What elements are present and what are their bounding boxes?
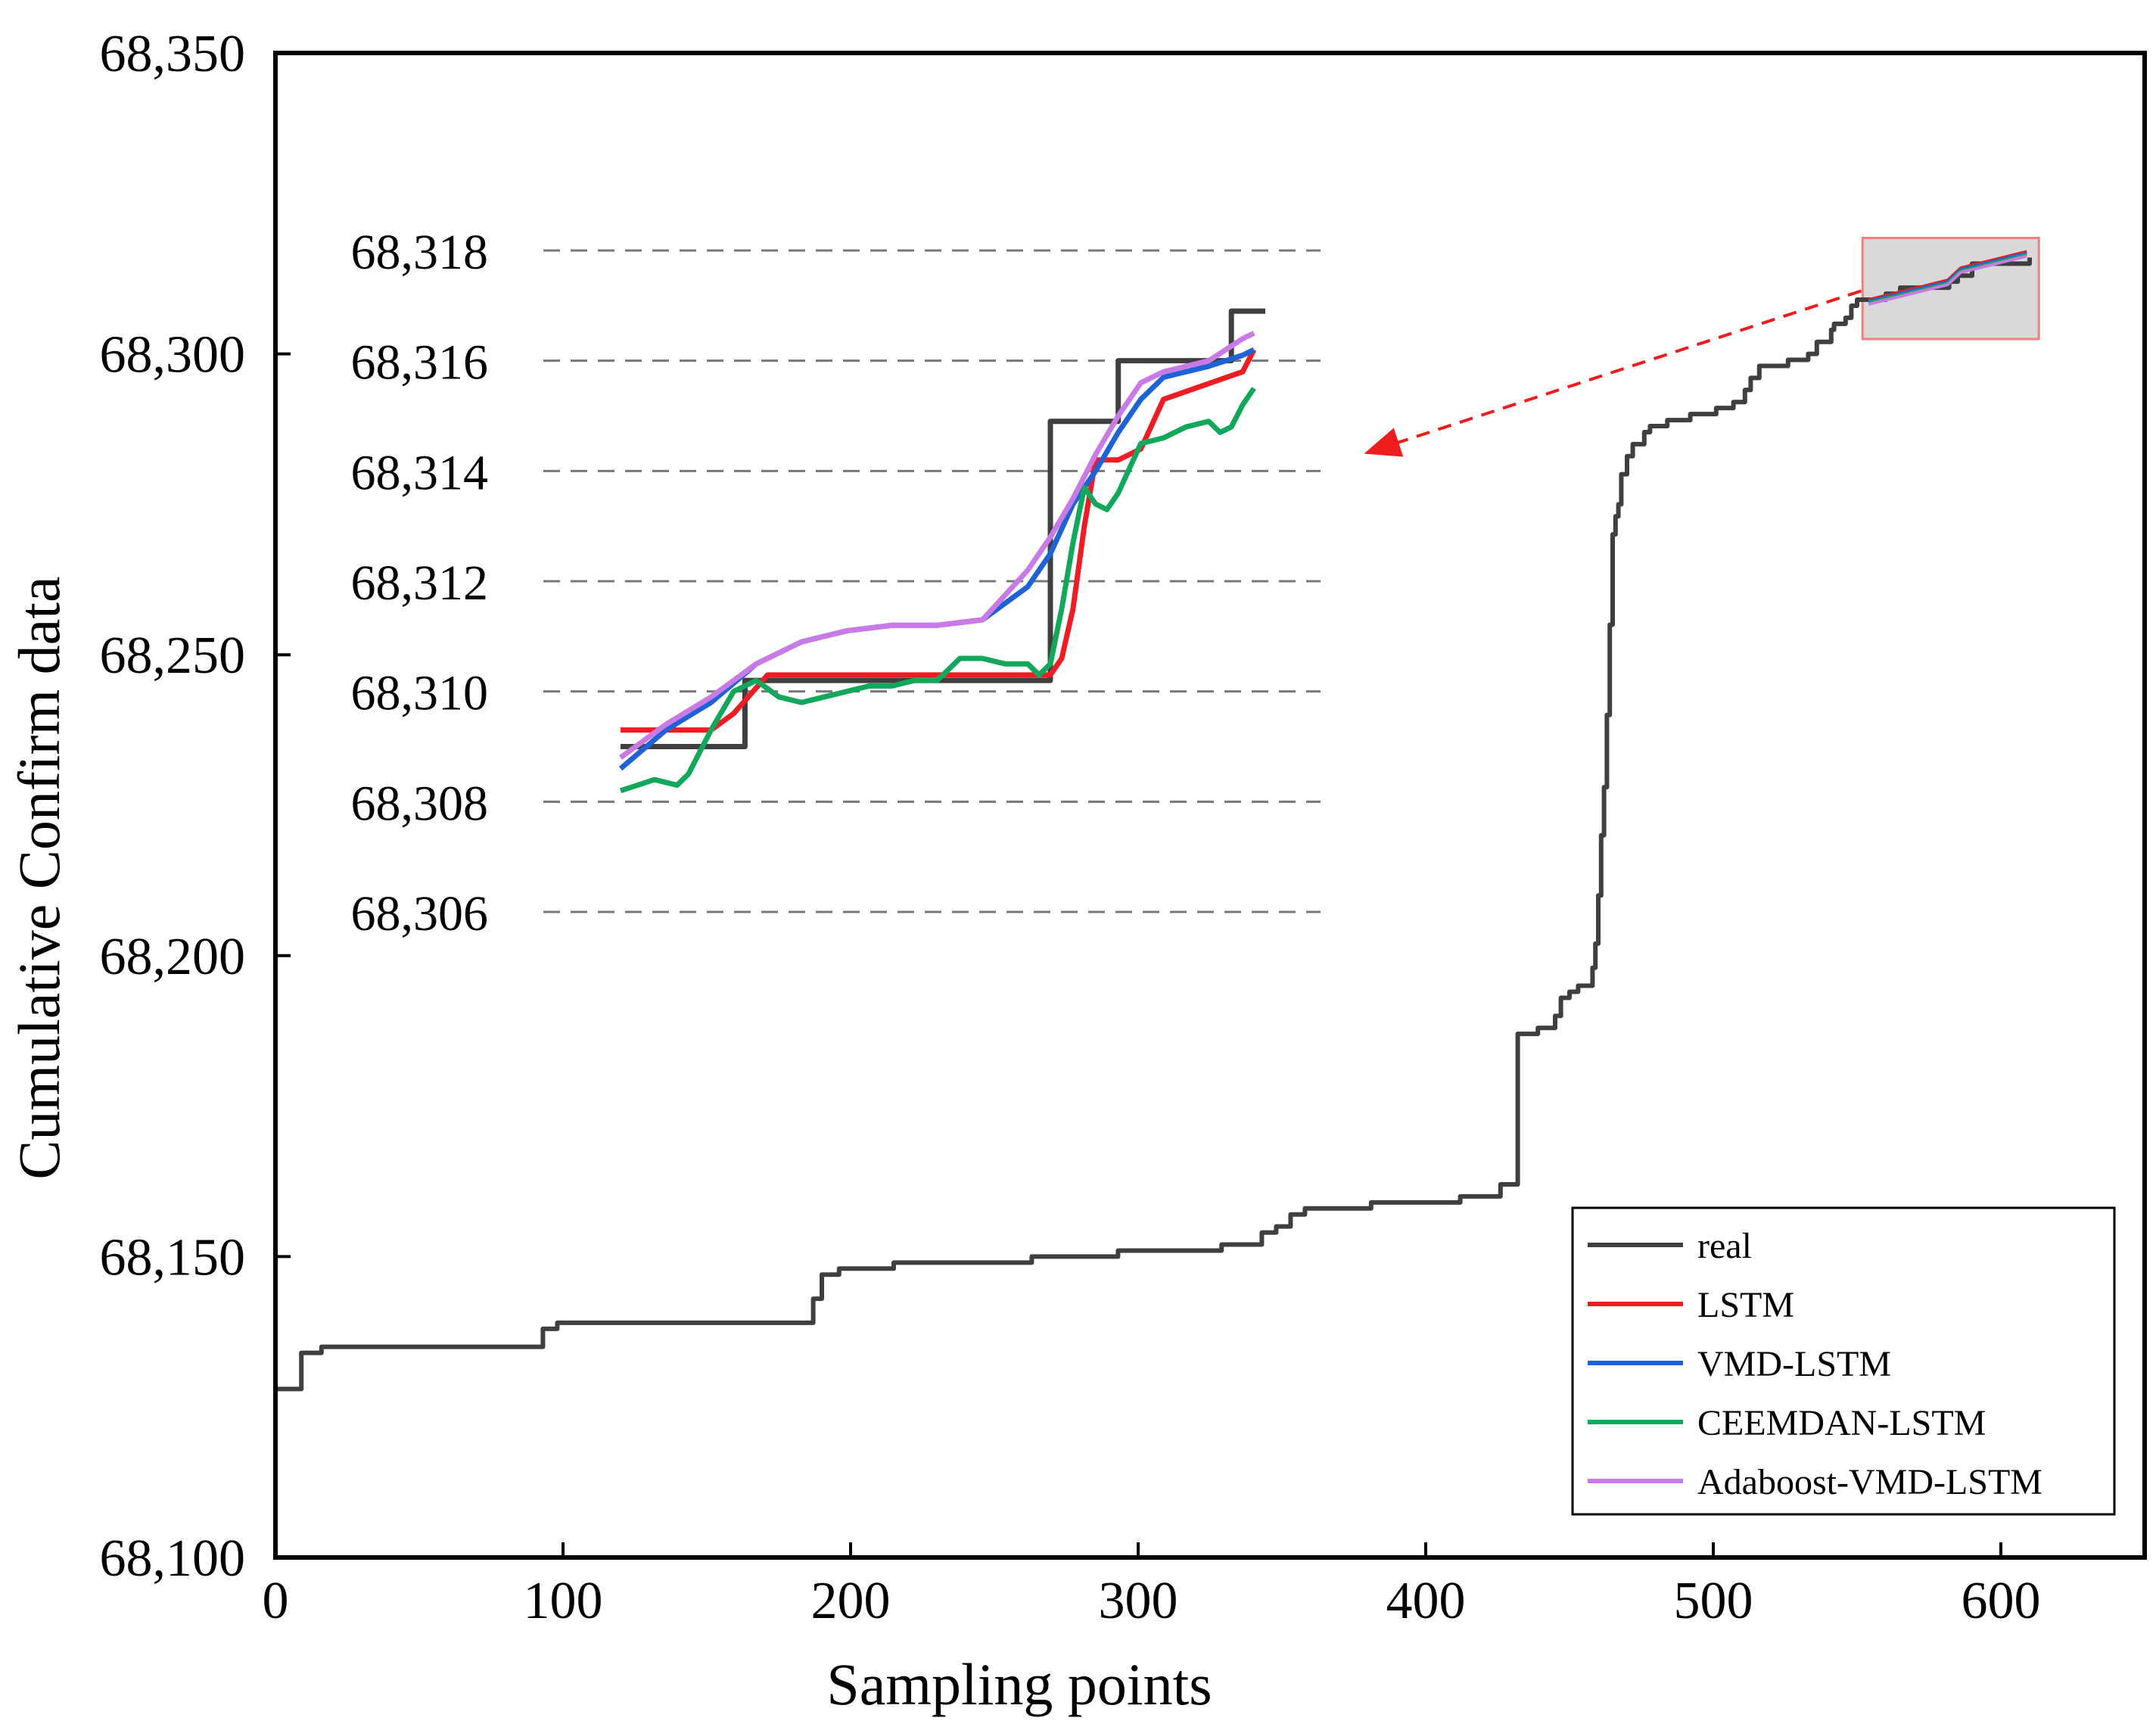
zoom-arrow (1364, 289, 1862, 457)
inset-series-line-lstm (621, 348, 1257, 733)
inset-y-tick-label: 68,318 (351, 225, 489, 280)
inset-series-line-real (621, 308, 1265, 749)
x-tick-label: 500 (1674, 1572, 1753, 1630)
x-tick-label: 300 (1099, 1572, 1178, 1630)
inset-series-line-adaboost-vmd-lstm (618, 331, 1255, 760)
axis-ticks: 0 100 200 300 400 500 600 68,100 68,150 68,200 68,… (100, 25, 2041, 1630)
x-tick-label: 0 (263, 1572, 289, 1630)
legend-label-ceemdan-lstm: CEEMDAN-LSTM (1697, 1403, 1986, 1443)
legend-label-lstm: LSTM (1697, 1285, 1794, 1325)
y-tick-label: 68,350 (100, 25, 246, 83)
x-tick-label: 200 (811, 1572, 891, 1630)
y-tick-label: 68,150 (100, 1228, 246, 1287)
y-tick-label: 68,300 (100, 326, 246, 384)
inset-series-line-ceemdan-lstm (619, 387, 1256, 794)
plot-frame (273, 51, 2147, 1560)
y-tick-label: 68,250 (100, 627, 246, 685)
y-tick-label: 68,200 (100, 928, 246, 986)
inset-plot: 68,306 68,308 68,310 68,312 68,314 68,316 68,3… (351, 225, 1321, 941)
x-tick-label: 600 (1962, 1572, 2041, 1630)
legend: real LSTM VMD-LSTM CEEMDAN-LSTM Adaboost-VMD… (1571, 1206, 2116, 1516)
main-plot (275, 236, 2040, 1392)
x-axis-title: Sampling points (826, 1651, 1212, 1717)
inset-y-tick-label: 68,314 (351, 445, 489, 500)
inset-y-tick-label: 68,308 (351, 776, 489, 831)
inset-y-tick-label: 68,306 (351, 886, 489, 941)
legend-label-real: real (1697, 1226, 1752, 1266)
x-tick-label: 400 (1386, 1572, 1466, 1630)
inset-y-tick-label: 68,312 (351, 555, 489, 611)
inset-y-tick-label: 68,310 (351, 666, 489, 721)
legend-label-vmd-lstm: VMD-LSTM (1697, 1344, 1891, 1384)
y-axis-title: Cumulative Confirm data (6, 576, 72, 1179)
x-tick-label: 100 (524, 1572, 603, 1630)
zoom-series-line (1868, 254, 2027, 306)
series-line-real (275, 257, 2032, 1392)
inset-y-tick-label: 68,316 (351, 335, 489, 391)
y-tick-label: 68,100 (100, 1529, 246, 1588)
legend-label-adaboost-vmd-lstm: Adaboost-VMD-LSTM (1697, 1462, 2042, 1502)
